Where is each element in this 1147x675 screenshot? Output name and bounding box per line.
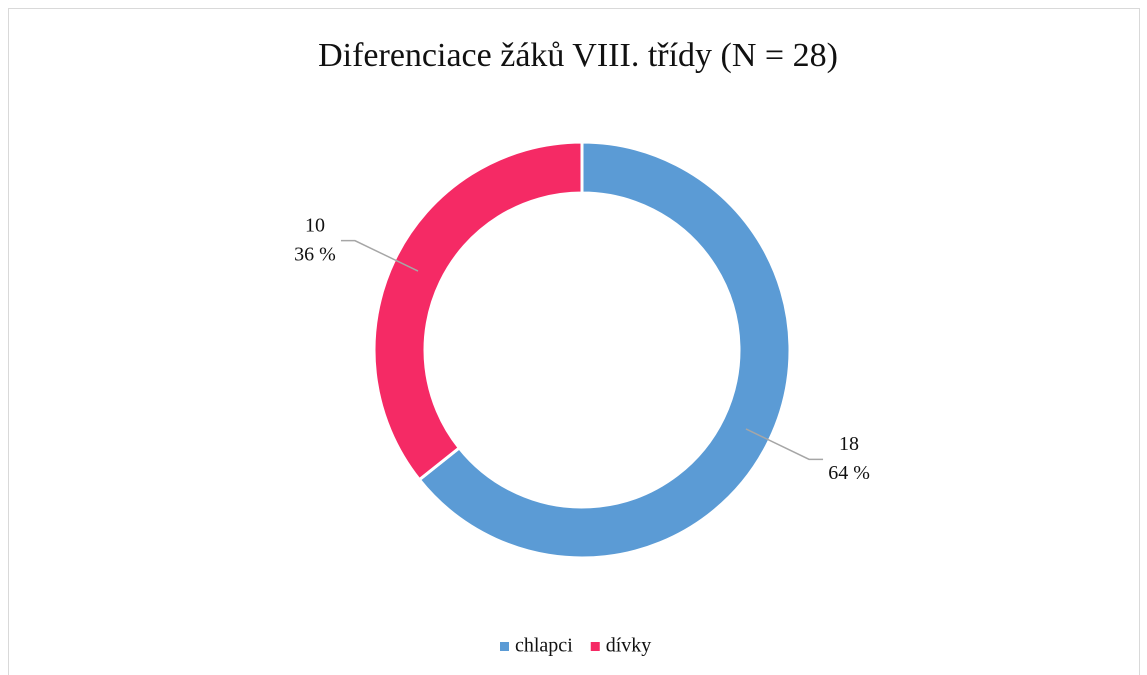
leader-line bbox=[340, 239, 419, 272]
chart-title: Diferenciace žáků VIII. třídy (N = 28) bbox=[318, 37, 838, 74]
data-label: 18 bbox=[839, 433, 859, 455]
data-label: 10 bbox=[305, 214, 325, 236]
legend-swatch bbox=[500, 642, 509, 651]
legend-swatch bbox=[590, 642, 600, 651]
chart-frame bbox=[8, 8, 1140, 675]
donut-segment bbox=[372, 140, 584, 482]
donut-segment bbox=[417, 140, 792, 560]
leader-line bbox=[745, 428, 824, 461]
legend-label: dívky bbox=[606, 635, 652, 657]
percent-label: 36 % bbox=[294, 243, 336, 265]
legend-label: chlapci bbox=[515, 635, 573, 657]
percent-label: 64 % bbox=[828, 462, 870, 484]
